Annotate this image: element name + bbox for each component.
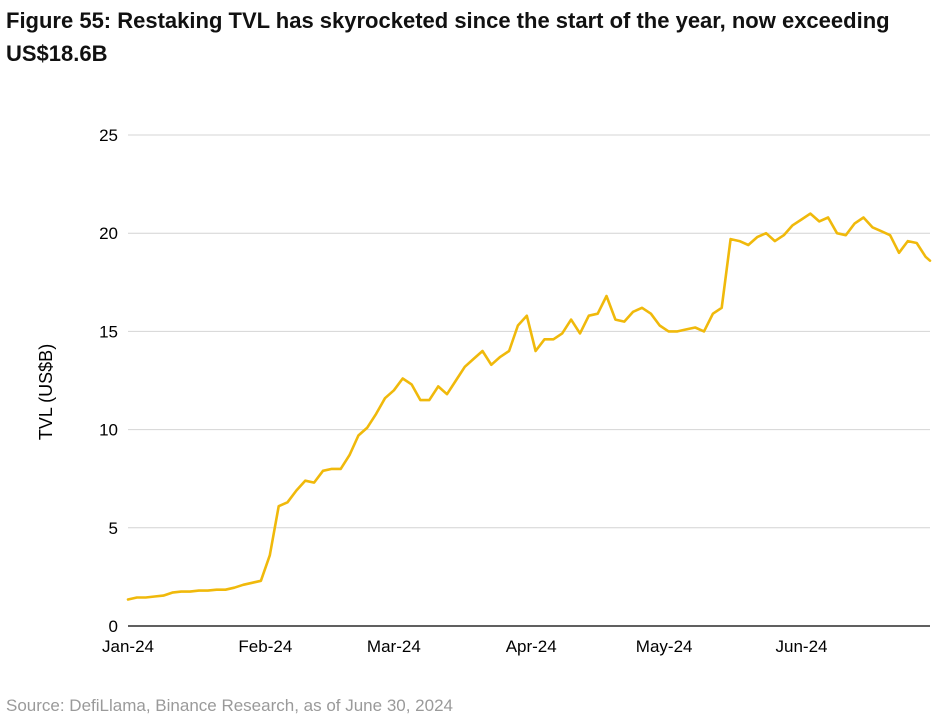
y-tick-0: 0 bbox=[109, 617, 118, 636]
x-tick-jan-24: Jan-24 bbox=[102, 637, 154, 656]
y-tick-5: 5 bbox=[109, 519, 118, 538]
y-tick-25: 25 bbox=[99, 126, 118, 145]
x-tick-mar-24: Mar-24 bbox=[367, 637, 421, 656]
x-tick-may-24: May-24 bbox=[636, 637, 693, 656]
tvl-line-chart: 0 5 10 15 20 25 Jan-24 Feb-24 Mar-24 Apr-24 May-2… bbox=[36, 126, 932, 656]
x-tick-labels: Jan-24 Feb-24 Mar-24 Apr-24 May-24 Jun-24 bbox=[102, 637, 827, 656]
figure-title: Figure 55: Restaking TVL has skyrocketed… bbox=[6, 8, 890, 66]
y-tick-15: 15 bbox=[99, 322, 118, 341]
y-tick-20: 20 bbox=[99, 224, 118, 243]
tvl-series-line bbox=[126, 212, 932, 601]
x-tick-feb-24: Feb-24 bbox=[238, 637, 292, 656]
source-note: Source: DefiLlama, Binance Research, as … bbox=[6, 696, 453, 715]
y-axis-label: TVL (US$B) bbox=[36, 344, 56, 440]
x-tick-apr-24: Apr-24 bbox=[506, 637, 557, 656]
x-tick-jun-24: Jun-24 bbox=[776, 637, 828, 656]
grid-lines bbox=[128, 134, 930, 627]
y-tick-10: 10 bbox=[99, 421, 118, 440]
y-tick-labels: 0 5 10 15 20 25 bbox=[99, 126, 118, 636]
